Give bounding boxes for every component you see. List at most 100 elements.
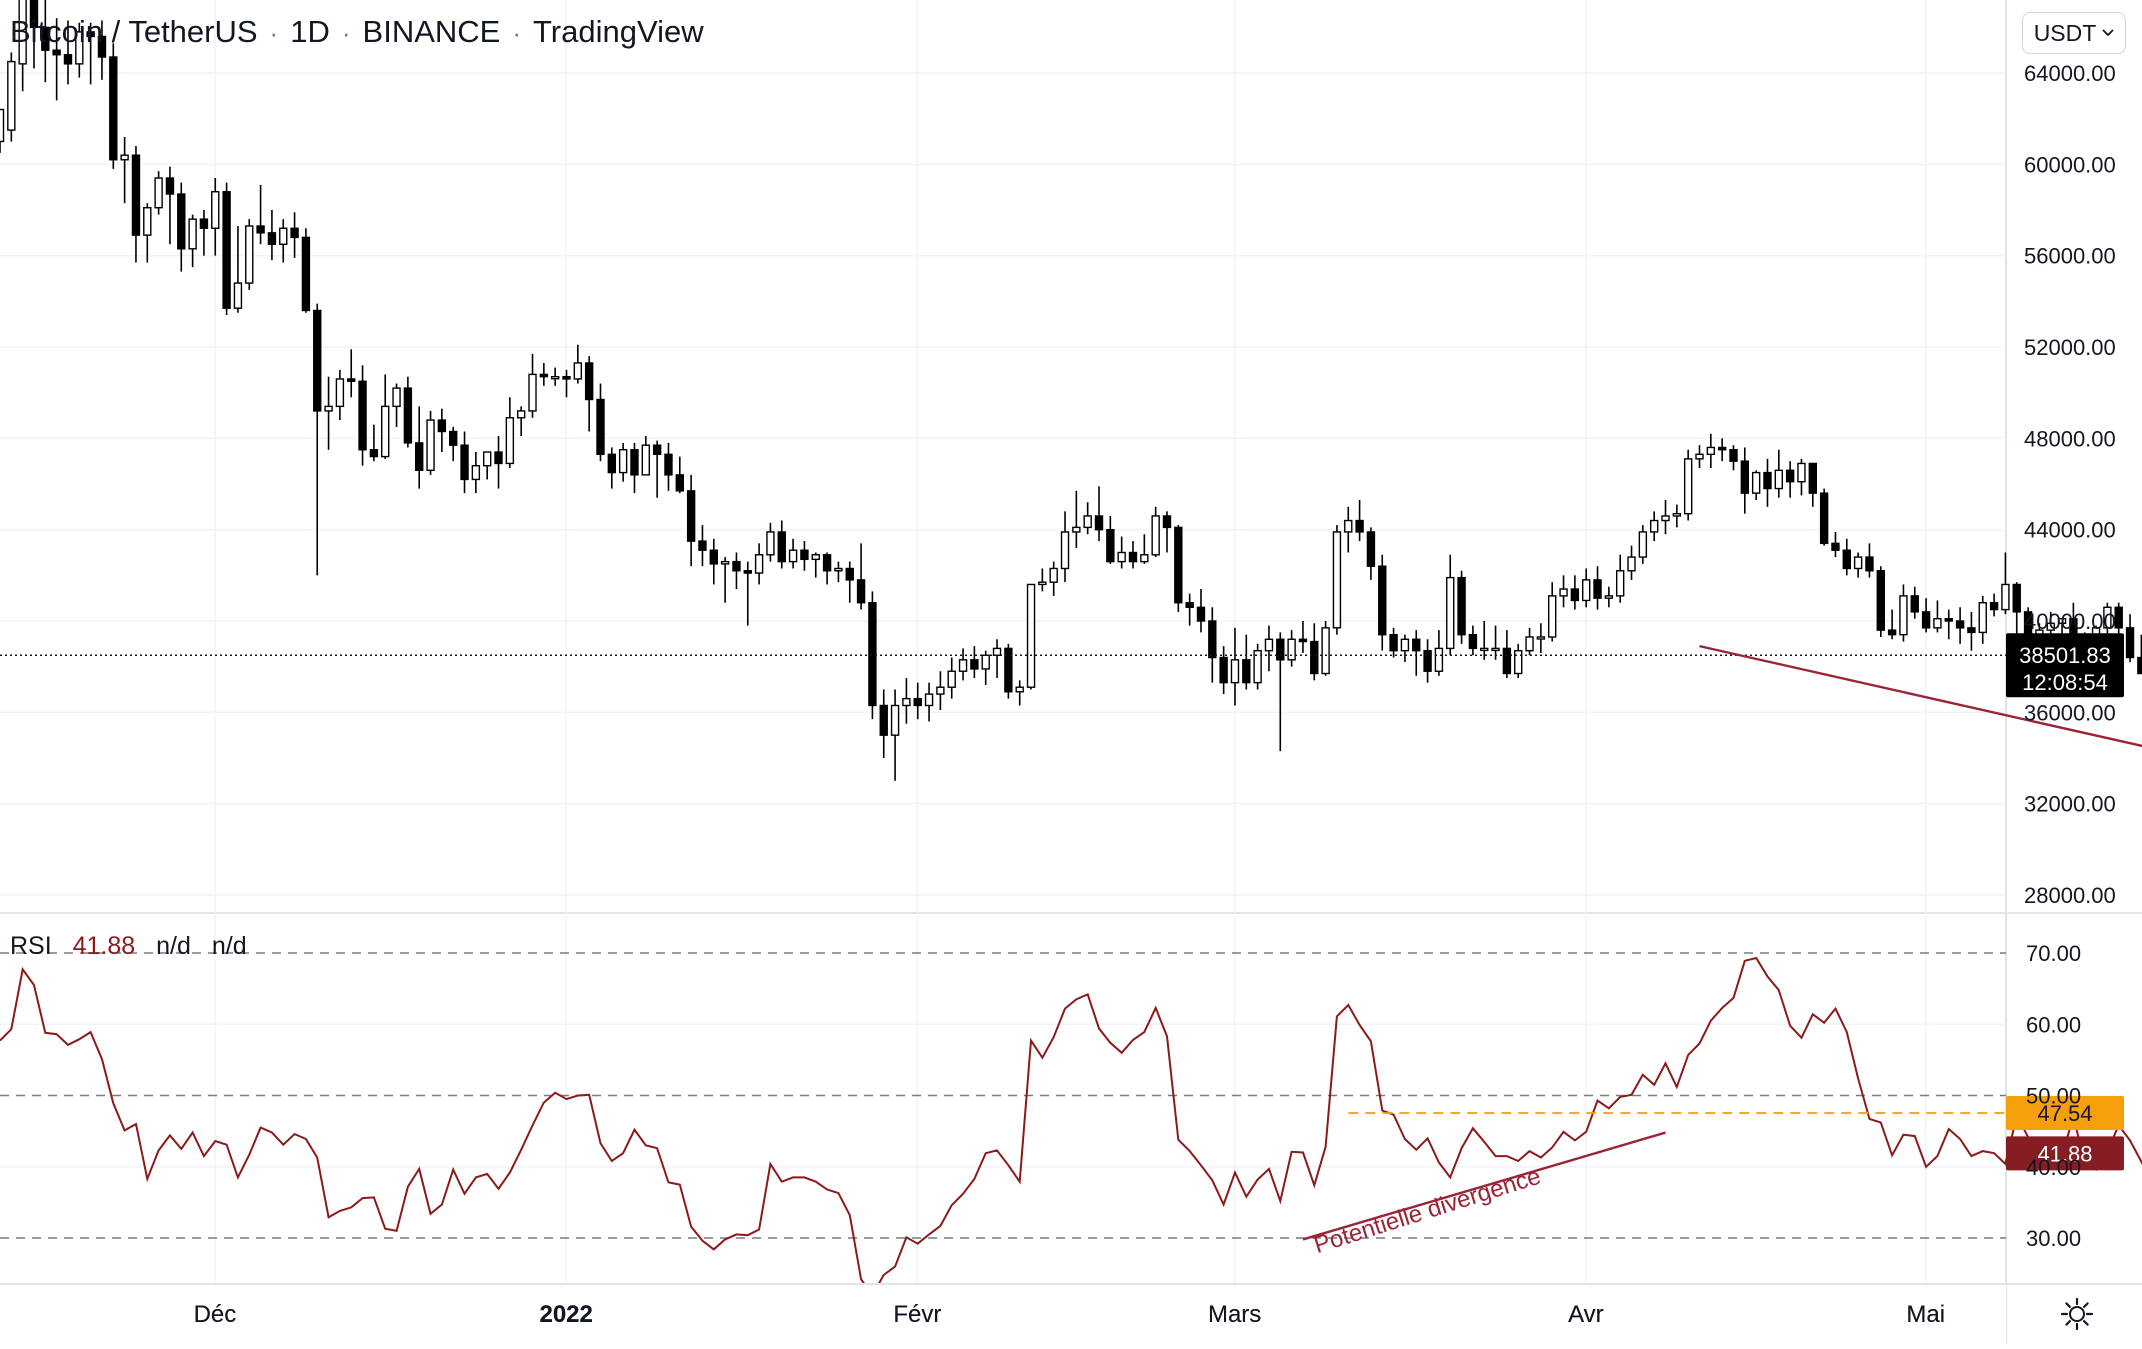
candle: [359, 365, 366, 465]
candle: [1197, 589, 1204, 632]
rsi-na-2: n/d: [212, 932, 247, 960]
x-tick-label: Mai: [1906, 1301, 1945, 1328]
candle-body: [1957, 621, 1964, 628]
candle: [1594, 566, 1601, 609]
candle-body: [1787, 470, 1794, 481]
candle-body: [178, 194, 185, 249]
settings-button[interactable]: [2059, 1296, 2095, 1332]
candle: [812, 553, 819, 578]
candle-body: [631, 450, 638, 475]
candle-body: [869, 603, 876, 706]
candle-body: [858, 580, 865, 603]
candle-body: [790, 550, 797, 561]
candle-body: [1175, 527, 1182, 602]
candle-body: [982, 655, 989, 669]
candle: [1821, 489, 1828, 546]
candle: [1424, 639, 1431, 682]
interval-label[interactable]: 1D: [290, 14, 330, 50]
axes: Déc2022FévrMarsAvrMaiJuinJuill64000.0060…: [194, 61, 2142, 1328]
price-tick-label: 36000.00: [2024, 700, 2116, 725]
candle: [189, 215, 196, 268]
candle-body: [1062, 532, 1069, 569]
candle-body: [472, 466, 479, 480]
candle-body: [268, 233, 275, 244]
price-badge-countdown: 12:08:54: [2022, 670, 2108, 695]
candle: [1152, 507, 1159, 557]
candle: [2127, 614, 2134, 662]
candle: [1503, 630, 1510, 678]
candle: [223, 183, 230, 315]
candle-body: [710, 550, 717, 564]
candle: [1957, 607, 1964, 644]
candle: [1401, 635, 1408, 662]
candle-body: [1673, 514, 1680, 516]
candle: [1639, 525, 1646, 564]
candle-body: [1186, 603, 1193, 608]
candle: [472, 452, 479, 493]
candle: [620, 443, 627, 482]
candle-body: [1560, 589, 1567, 596]
candle-body: [336, 379, 343, 406]
candle-body: [291, 228, 298, 237]
candle-body: [1719, 447, 1726, 449]
candle: [1605, 587, 1612, 608]
candle-body: [1934, 619, 1941, 628]
symbol-title[interactable]: Bitcoin / TetherUS: [10, 14, 258, 50]
candle-body: [314, 310, 321, 410]
candle: [1866, 543, 1873, 577]
candle-body: [461, 445, 468, 479]
candle: [1435, 630, 1442, 676]
x-tick-label: Mars: [1208, 1301, 1261, 1328]
candle-body: [1243, 660, 1250, 683]
candle-body: [1333, 532, 1340, 628]
candle-body: [1685, 459, 1692, 514]
candle-body: [688, 491, 695, 541]
candle-body: [1084, 516, 1091, 527]
candle: [1413, 630, 1420, 676]
candle: [790, 539, 797, 569]
candle: [642, 436, 649, 475]
candle: [654, 441, 661, 498]
rsi-value: 41.88: [73, 932, 136, 960]
candle-body: [835, 568, 842, 570]
candle-body: [1696, 454, 1703, 459]
candle: [1107, 516, 1114, 564]
candle-body: [1073, 527, 1080, 532]
candle: [1617, 555, 1624, 603]
candle-body: [1730, 450, 1737, 461]
candle-body: [1753, 473, 1760, 494]
price-tick-label: 40000.00: [2024, 609, 2116, 634]
candle: [427, 411, 434, 475]
candle-body: [994, 648, 1001, 655]
candle: [484, 452, 491, 479]
candle-body: [1605, 596, 1612, 598]
candle: [212, 178, 219, 256]
candle-body: [1775, 470, 1782, 488]
candle-body: [2002, 584, 2009, 609]
candle: [1243, 635, 1250, 690]
candle: [336, 370, 343, 420]
candle-body: [778, 532, 785, 562]
candle: [1730, 445, 1737, 470]
rsi-header: RSI 41.88 n/d n/d: [10, 932, 247, 961]
candle: [1719, 438, 1726, 461]
candle: [302, 228, 309, 312]
rsi-levels: [0, 953, 2006, 1238]
candle: [8, 52, 15, 141]
candle: [552, 368, 559, 386]
candle-body: [1345, 521, 1352, 532]
candle: [1798, 459, 1805, 496]
candle-body: [370, 450, 377, 457]
candle: [710, 539, 717, 585]
price-tick-label: 28000.00: [2024, 883, 2116, 908]
candle-body: [699, 541, 706, 550]
candle: [1141, 534, 1148, 564]
candle-body: [1798, 463, 1805, 481]
currency-dropdown-button[interactable]: USDT: [2022, 12, 2126, 54]
candle: [846, 562, 853, 603]
candle-body: [1843, 550, 1850, 568]
candle: [1775, 450, 1782, 498]
rsi-name[interactable]: RSI: [10, 932, 52, 960]
